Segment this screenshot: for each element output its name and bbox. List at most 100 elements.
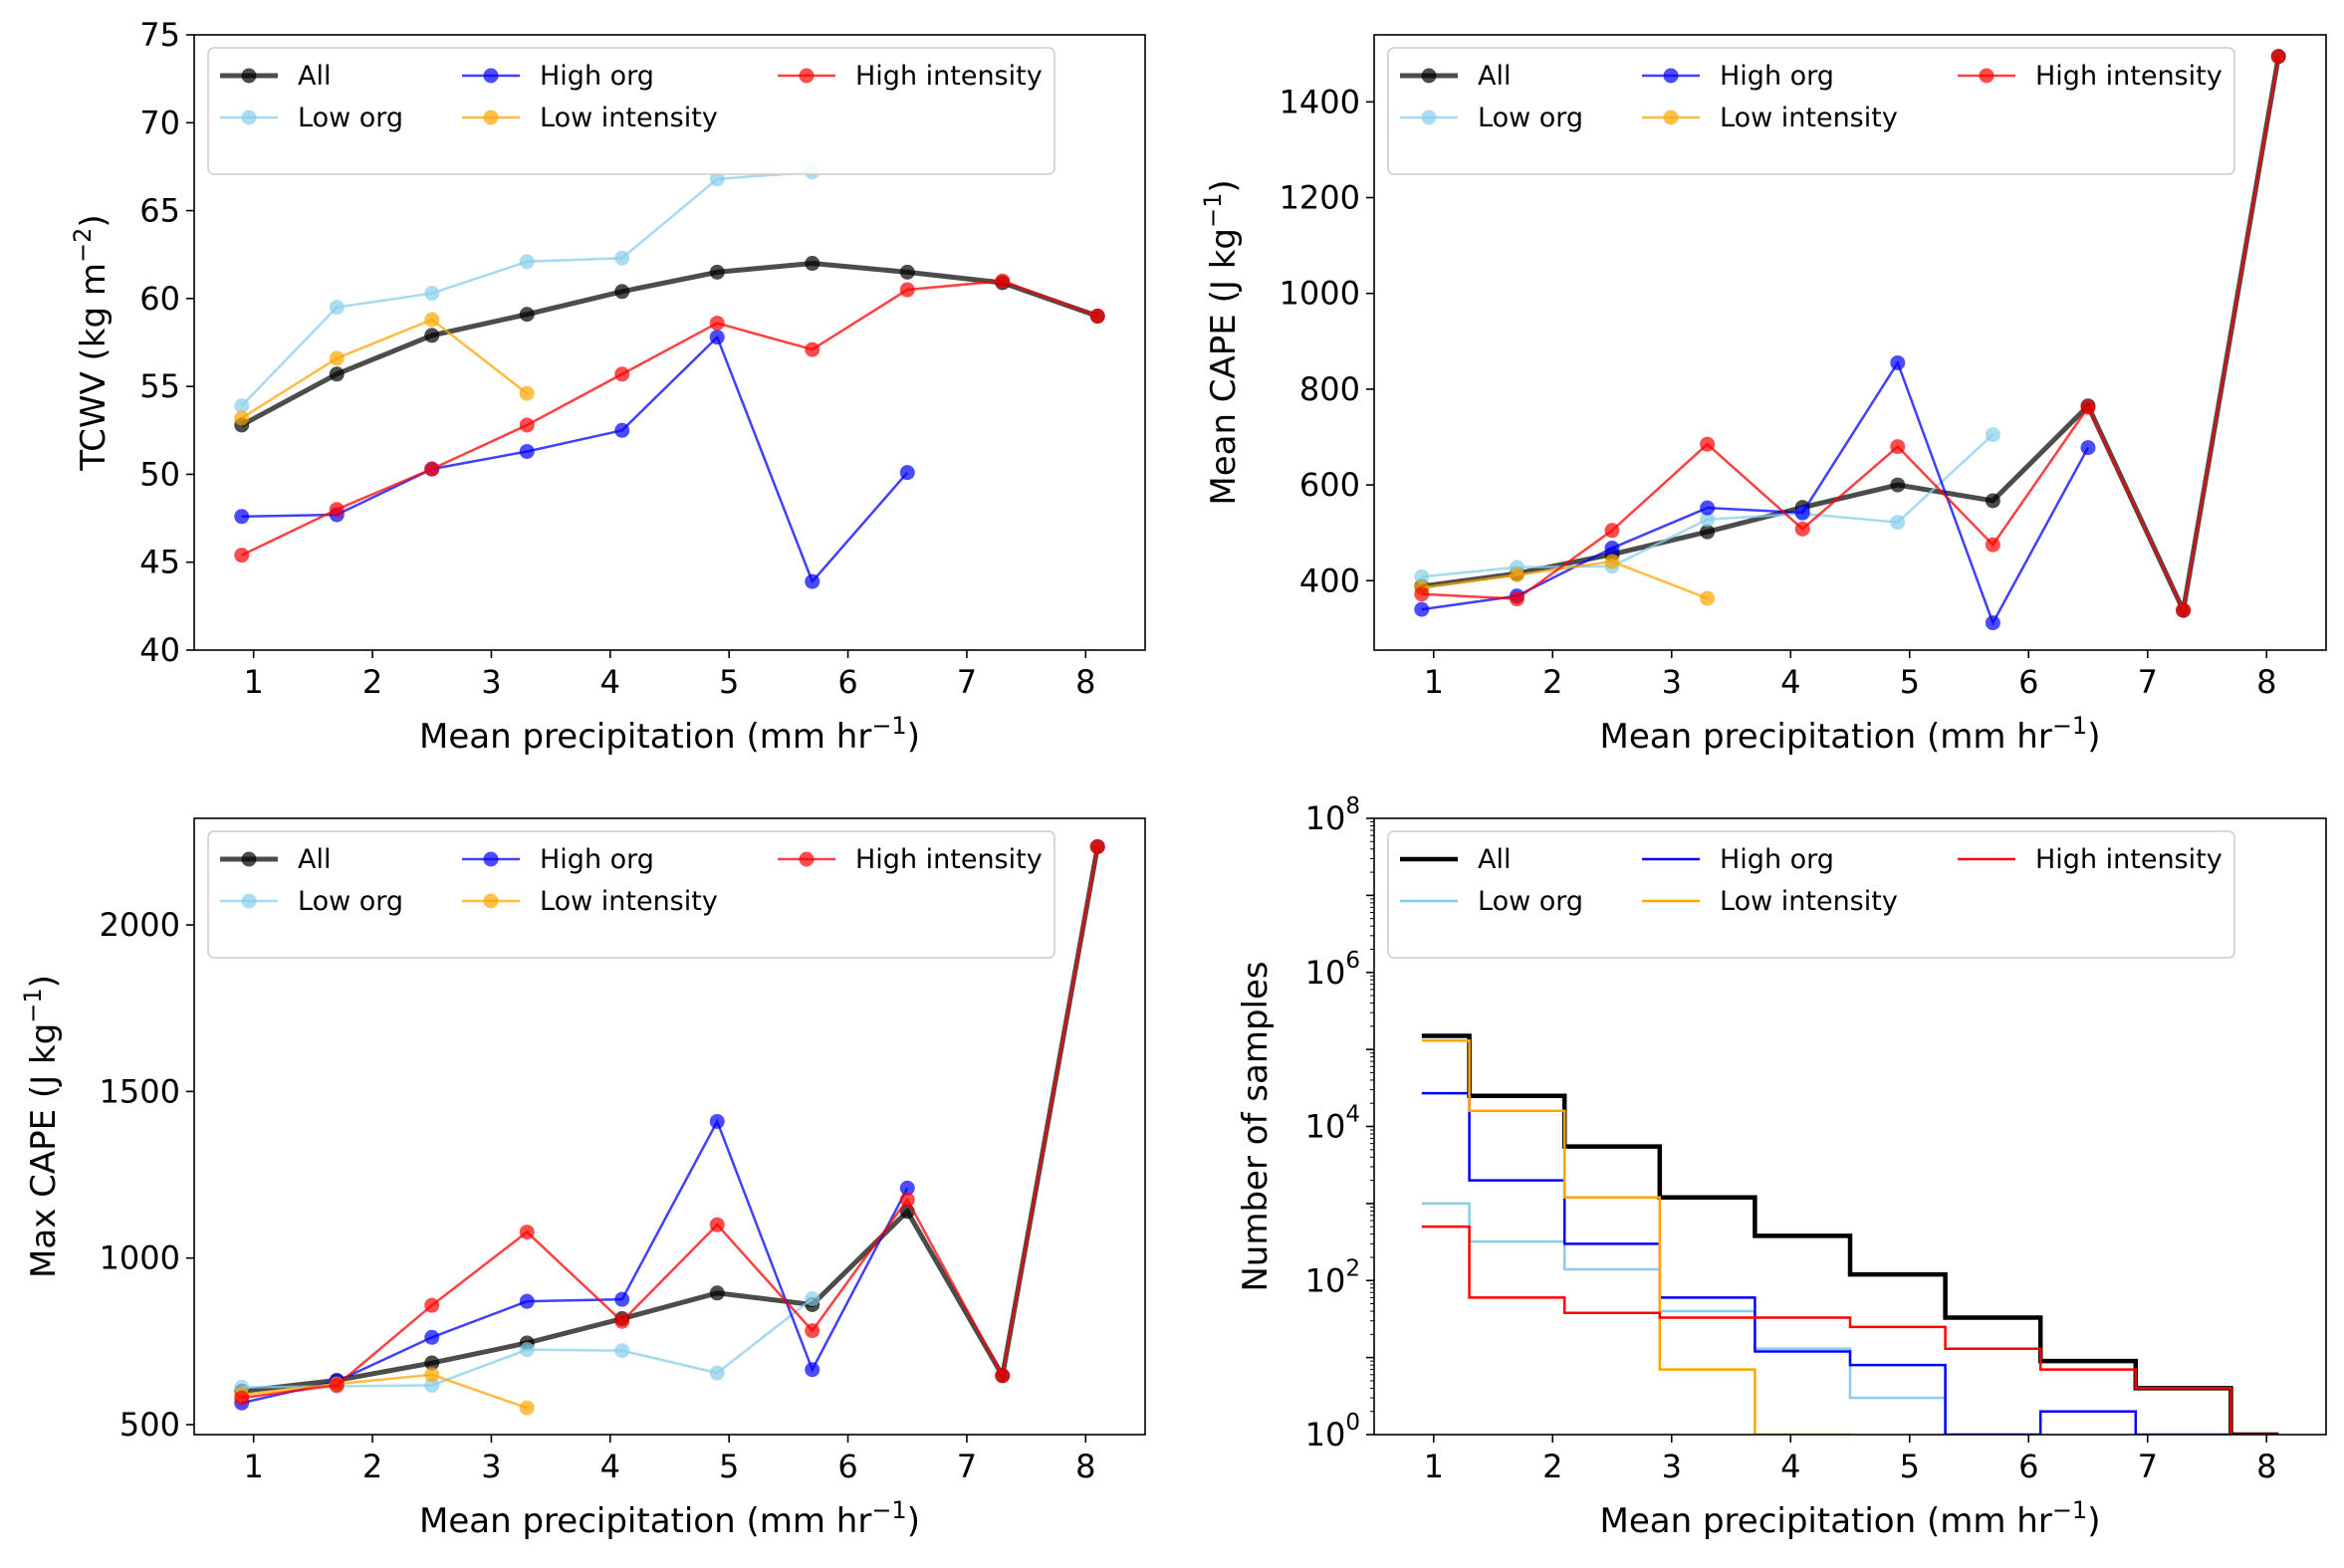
data-point-high-intensity xyxy=(234,548,250,563)
data-point-all xyxy=(424,1355,440,1371)
x-tick-label: 4 xyxy=(1780,663,1800,701)
data-point-all xyxy=(1700,524,1716,540)
data-point-low-org xyxy=(709,171,725,187)
data-point-high-org xyxy=(1794,505,1810,521)
y-tick-label: 2000 xyxy=(100,906,180,944)
data-point-high-intensity xyxy=(2080,399,2096,415)
x-tick-label: 8 xyxy=(1075,1448,1095,1485)
data-point-high-org xyxy=(899,1180,915,1196)
x-tick-label: 5 xyxy=(719,663,739,701)
data-point-high-intensity xyxy=(519,1225,535,1240)
legend-label-high-intensity: High intensity xyxy=(855,61,1043,92)
y-tick-label: 1500 xyxy=(100,1072,180,1110)
series-line-low-intensity xyxy=(241,318,529,419)
x-tick-label: 6 xyxy=(837,663,857,701)
data-point-high-org xyxy=(614,1291,630,1307)
legend-marker-low-intensity xyxy=(483,110,499,125)
legend-marker-all xyxy=(1421,68,1437,84)
x-tick-label: 1 xyxy=(1424,663,1444,701)
data-point-all xyxy=(614,284,630,300)
y-tick-label: 50 xyxy=(139,455,180,493)
x-tick-label: 8 xyxy=(2256,1448,2276,1485)
series-line-high-intensity xyxy=(1421,56,2280,615)
x-tick-label: 8 xyxy=(2256,663,2276,701)
y-tick-label: 70 xyxy=(139,104,180,141)
data-point-high-intensity xyxy=(1604,523,1620,539)
legend-label-low-org: Low org xyxy=(298,886,403,917)
data-point-low-intensity xyxy=(519,1400,535,1416)
data-point-low-org xyxy=(614,250,630,266)
legend-marker-all xyxy=(241,68,257,84)
x-tick-label: 3 xyxy=(481,1448,501,1485)
data-point-high-intensity xyxy=(805,341,820,357)
series-line-high-intensity xyxy=(241,279,1098,557)
legend-marker-low-intensity xyxy=(483,893,499,909)
legend-label-low-org: Low org xyxy=(298,103,403,133)
y-tick-label: 55 xyxy=(139,367,180,405)
x-tick-label: 2 xyxy=(362,1448,382,1485)
x-tick-label: 5 xyxy=(719,1448,739,1485)
y-tick-label: 60 xyxy=(139,280,180,318)
data-point-all xyxy=(709,264,725,280)
legend-label-high-intensity: High intensity xyxy=(2035,61,2223,92)
axes-frame xyxy=(193,34,1146,651)
x-axis-label: Mean precipitation (mm hr−1​) xyxy=(1600,1496,2101,1541)
data-point-high-intensity xyxy=(1414,586,1430,602)
y-axis-label: Max CAPE (J kg−1​) xyxy=(19,975,64,1278)
y-tick-label: 800 xyxy=(1299,370,1360,408)
data-point-high-intensity xyxy=(709,316,725,332)
legend-marker-low-org xyxy=(1421,110,1437,125)
x-tick-label: 6 xyxy=(2018,1448,2038,1485)
x-axis-label: Mean precipitation (mm hr−1​) xyxy=(419,1496,920,1541)
legend-label-high-org: High org xyxy=(540,844,654,875)
data-point-high-org xyxy=(519,1293,535,1309)
data-point-high-org xyxy=(709,330,725,345)
x-tick-label: 6 xyxy=(837,1448,857,1485)
series-line-high-org xyxy=(241,335,909,584)
data-point-low-org xyxy=(519,1342,535,1358)
data-point-low-org xyxy=(1985,427,2000,443)
x-tick-label: 7 xyxy=(957,1448,977,1485)
x-tick-label: 2 xyxy=(362,663,382,701)
data-point-low-org xyxy=(1414,568,1430,584)
y-tick-label: 40 xyxy=(139,631,180,669)
x-tick-label: 4 xyxy=(600,663,620,701)
data-point-high-intensity xyxy=(329,502,345,518)
data-point-high-intensity xyxy=(424,461,440,477)
x-tick-label: 3 xyxy=(1662,1448,1682,1485)
x-tick-label: 1 xyxy=(244,663,264,701)
data-point-high-intensity xyxy=(1985,537,2000,553)
series-line-high-org xyxy=(241,1118,909,1405)
x-tick-label: 3 xyxy=(481,663,501,701)
legend-label-high-org: High org xyxy=(1720,844,1834,875)
x-tick-label: 1 xyxy=(244,1448,264,1485)
legend-label-all: All xyxy=(298,844,331,875)
series-line-high-intensity xyxy=(1421,1225,2279,1435)
series-line-high-org xyxy=(1421,359,2090,626)
data-point-high-intensity xyxy=(614,1313,630,1329)
data-point-low-intensity xyxy=(519,385,535,401)
legend-label-low-org: Low org xyxy=(1478,886,1583,917)
data-point-high-org xyxy=(1985,615,2000,631)
data-point-high-intensity xyxy=(424,1297,440,1313)
data-point-high-intensity xyxy=(1700,436,1716,452)
series-line-low-intensity xyxy=(241,1373,528,1410)
data-point-high-org xyxy=(709,1113,725,1129)
data-point-low-org xyxy=(1890,515,1906,531)
legend-label-high-intensity: High intensity xyxy=(855,844,1043,875)
data-point-high-intensity xyxy=(329,1377,345,1393)
legend-label-low-org: Low org xyxy=(1478,103,1583,133)
plot-area xyxy=(234,838,1105,1416)
data-point-high-intensity xyxy=(1509,591,1524,607)
series-line-high-org xyxy=(1421,1091,2231,1435)
data-point-all xyxy=(1985,493,2000,509)
data-point-all xyxy=(1890,477,1906,493)
y-tick-label: 1000 xyxy=(1280,275,1360,313)
data-point-low-org xyxy=(614,1343,630,1359)
chart-panel-3: 1 2 3 4 5 6 7 8 500 1000 1500 2000 Mean precipitatio… xyxy=(19,817,1146,1541)
y-axis-label: Mean CAPE (J kg−1​) xyxy=(1199,179,1244,505)
legend-marker-all xyxy=(241,851,257,867)
legend: All Low org High org Low intensity High inte… xyxy=(207,830,1055,959)
x-axis-label: Mean precipitation (mm hr−1​) xyxy=(1600,712,2101,757)
